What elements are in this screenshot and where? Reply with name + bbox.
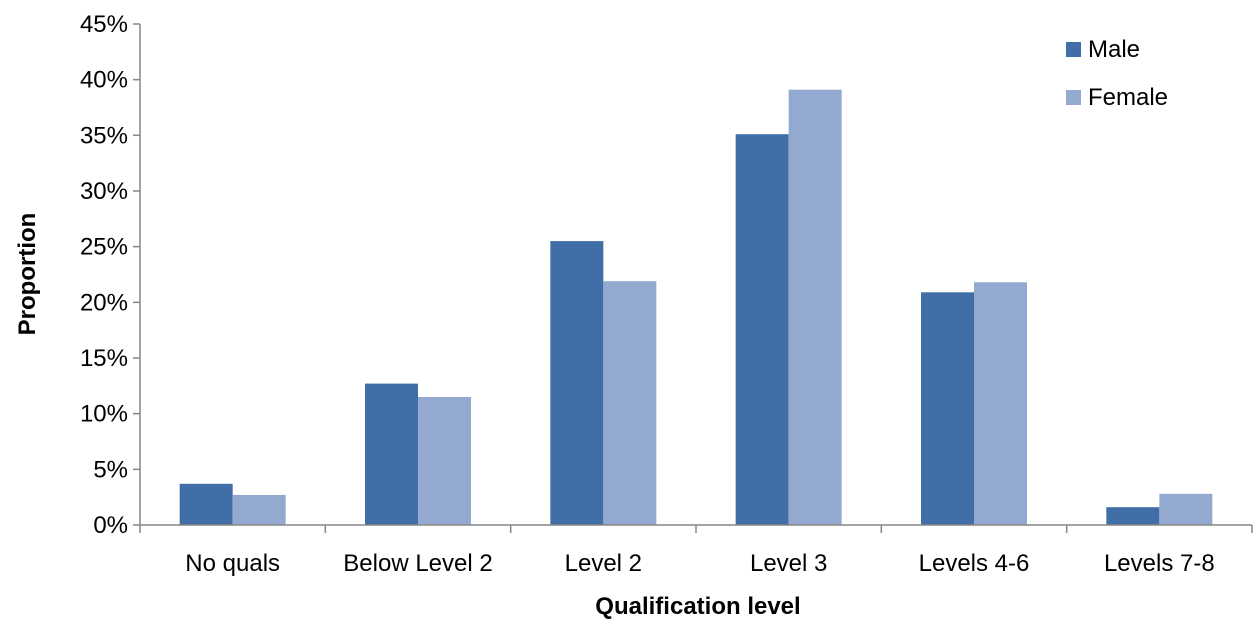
y-tick-label: 15%	[80, 345, 128, 372]
legend-swatch-female	[1066, 90, 1081, 105]
y-tick-label: 35%	[80, 122, 128, 149]
x-tick-label: Levels 7-8	[1104, 550, 1215, 577]
y-tick-label: 20%	[80, 289, 128, 316]
x-tick-label: Level 2	[565, 550, 642, 577]
bar-female-levels-7-8	[1159, 493, 1213, 525]
y-tick-label: 5%	[93, 456, 128, 483]
y-axis: 0% 5% 10% 15% 20% 25% 30% 35% 40% 45%	[80, 11, 141, 539]
x-tick-label: Below Level 2	[343, 550, 492, 577]
x-axis: No quals Below Level 2 Level 2 Level 3 Level…	[139, 524, 1253, 577]
bar-male-levels-4-6	[921, 292, 974, 525]
bar-male-no-quals	[179, 483, 233, 525]
y-tick-label: 25%	[80, 234, 128, 261]
bar-female-level-2	[603, 281, 657, 525]
bar-female-below-level-2	[418, 396, 471, 525]
bar-female-no-quals	[232, 494, 286, 525]
y-tick-label: 10%	[80, 401, 128, 428]
bars-group	[179, 89, 1213, 525]
bar-female-level-3	[788, 89, 842, 525]
bar-male-level-2	[550, 241, 604, 525]
x-tick-label: Levels 4-6	[919, 550, 1030, 577]
y-tick-label: 30%	[80, 178, 128, 205]
x-axis-title: Qualification level	[595, 593, 800, 620]
x-tick-label: Level 3	[750, 550, 827, 577]
y-tick-label: 45%	[80, 11, 128, 38]
y-tick-label: 0%	[93, 512, 128, 539]
legend-label-female: Female	[1088, 84, 1168, 111]
bar-male-level-3	[735, 134, 789, 525]
bar-male-levels-7-8	[1106, 507, 1160, 525]
bar-male-below-level-2	[365, 383, 418, 525]
y-tick-label: 40%	[80, 67, 128, 94]
x-tick-label: No quals	[185, 550, 280, 577]
legend-label-male: Male	[1088, 36, 1140, 63]
y-axis-title: Proportion	[14, 213, 41, 336]
legend-swatch-male	[1066, 42, 1081, 57]
legend: Male Female	[1066, 36, 1168, 111]
bar-female-levels-4-6	[974, 282, 1027, 525]
